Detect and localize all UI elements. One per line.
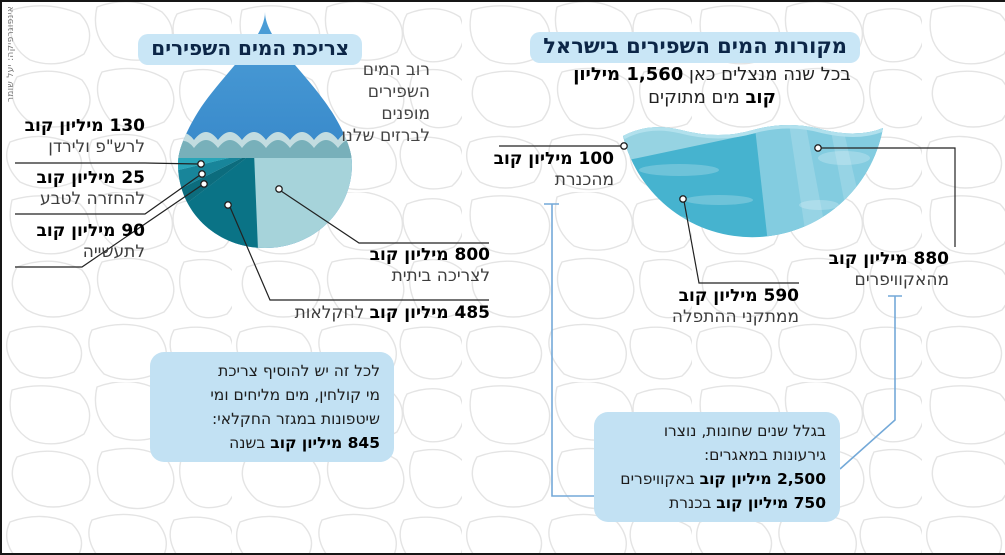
drop-note: רוב המים השפירים מופנים לברזים שלנו [341, 59, 430, 147]
title-right: מקורות המים השפירים בישראל [530, 32, 860, 63]
subtitle-unit: קוב [745, 87, 776, 108]
wave-band [178, 139, 352, 158]
drop-note-line: רוב המים [362, 60, 430, 80]
label-desalination: 590 מיליון קוב ממתקני ההתפלה [671, 286, 799, 327]
label-agriculture: 485 מיליון קוב לחקלאות [294, 303, 490, 323]
credit-text: אינפוגרפיקה: יעל שומר [6, 5, 16, 103]
subtitle-rest: מים מתוקים [648, 87, 746, 108]
drop-note-line: לברזים שלנו [341, 126, 430, 146]
surface-rim [623, 125, 883, 140]
deficit-note-box: בגלל שנים שחונות, נוצרו גירעונות במאגרים… [594, 412, 840, 522]
label-industry: 90 מיליון קוב לתעשייה [36, 221, 146, 262]
label-nature: 25 מיליון קוב להחזרה לטבע [36, 168, 146, 209]
label-domestic: 800 מיליון קוב לצריכה ביתית [369, 245, 490, 286]
label-kinneret: 100 מיליון קוב מהכנרת [493, 149, 614, 190]
subtitle-text: בכל שנה מנצלים כאן [683, 64, 851, 85]
right-subtitle: בכל שנה מנצלים כאן 1,560 מיליון קוב מים … [562, 63, 862, 109]
addition-note-box: לכל זה יש להוסיף צריכת מי קולחין, מים מל… [150, 352, 394, 462]
drop-note-line: השפירים [367, 82, 430, 102]
title-left: צריכת המים השפירים [138, 34, 362, 65]
drop-note-line: מופנים [381, 104, 430, 124]
segment-kinneret [623, 125, 761, 162]
subtitle-total: 1,560 מיליון [573, 64, 684, 85]
label-aquifers: 880 מיליון קוב מהאקוויפרים [828, 249, 949, 290]
label-pa-jordan: 130 מיליון קוב לרש"פ ולירדן [24, 116, 145, 157]
water-bowl-chart [623, 125, 883, 238]
wave-crest [178, 131, 352, 148]
